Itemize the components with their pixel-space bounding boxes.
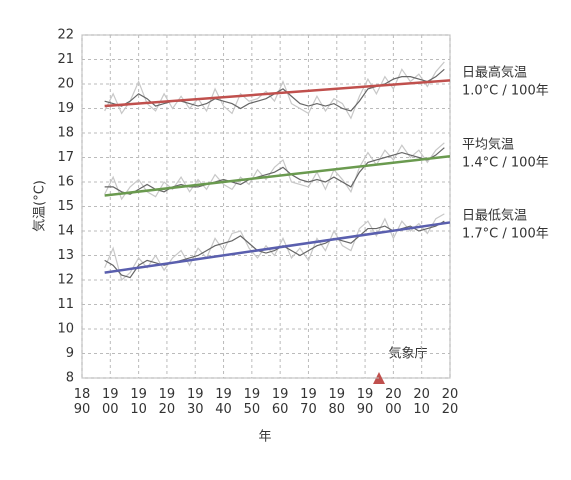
x-tick-label: 19 60 (271, 387, 289, 417)
x-tick-label: 20 20 (441, 387, 459, 417)
y-tick-label: 16 (57, 175, 74, 190)
moving-average-line (104, 147, 445, 195)
x-tick-label: 19 20 (158, 387, 176, 417)
x-tick-label: 19 80 (328, 387, 346, 417)
y-tick-label: 19 (57, 101, 74, 116)
y-tick-label: 22 (57, 28, 74, 43)
x-tick-label: 19 10 (130, 387, 147, 417)
trend-line (104, 155, 451, 197)
y-tick-label: 21 (57, 52, 74, 67)
y-tick-label: 13 (57, 248, 74, 263)
x-tick-label: 19 90 (356, 387, 374, 417)
x-tick-label: 20 10 (413, 387, 430, 417)
x-tick-label: 19 40 (215, 387, 232, 417)
series-name: 平均気温 (462, 137, 514, 153)
trend-label: 1.0°C / 100年 (462, 84, 549, 99)
y-axis-label: 気温(°C) (32, 180, 48, 232)
x-tick-label: 19 00 (102, 387, 119, 417)
series-name: 日最低気温 (462, 208, 527, 224)
series-name: 日最高気温 (462, 65, 527, 81)
y-tick-label: 17 (57, 150, 74, 165)
y-tick-label: 14 (57, 224, 74, 239)
y-tick-label: 11 (57, 297, 74, 312)
y-tick-label: 12 (57, 273, 74, 288)
trend-line (104, 79, 451, 108)
x-tick-label: 18 90 (73, 387, 91, 417)
x-axis-label: 年 (258, 430, 271, 445)
trend-label: 1.4°C / 100年 (462, 156, 549, 171)
trend-label: 1.7°C / 100年 (462, 227, 549, 242)
x-tick-label: 19 70 (300, 387, 317, 417)
annual-line (104, 142, 445, 201)
y-tick-label: 18 (57, 126, 74, 141)
x-tick-label: 19 50 (243, 387, 261, 417)
trend-line (104, 221, 451, 274)
y-tick-label: 15 (57, 199, 74, 214)
y-tick-label: 9 (66, 346, 74, 361)
y-tick-label: 20 (57, 77, 74, 92)
x-tick-label: 19 30 (186, 387, 204, 417)
x-tick-label: 20 00 (385, 387, 402, 417)
y-tick-label: 10 (57, 322, 74, 337)
y-tick-label: 8 (66, 371, 74, 386)
annual-line (104, 61, 445, 120)
